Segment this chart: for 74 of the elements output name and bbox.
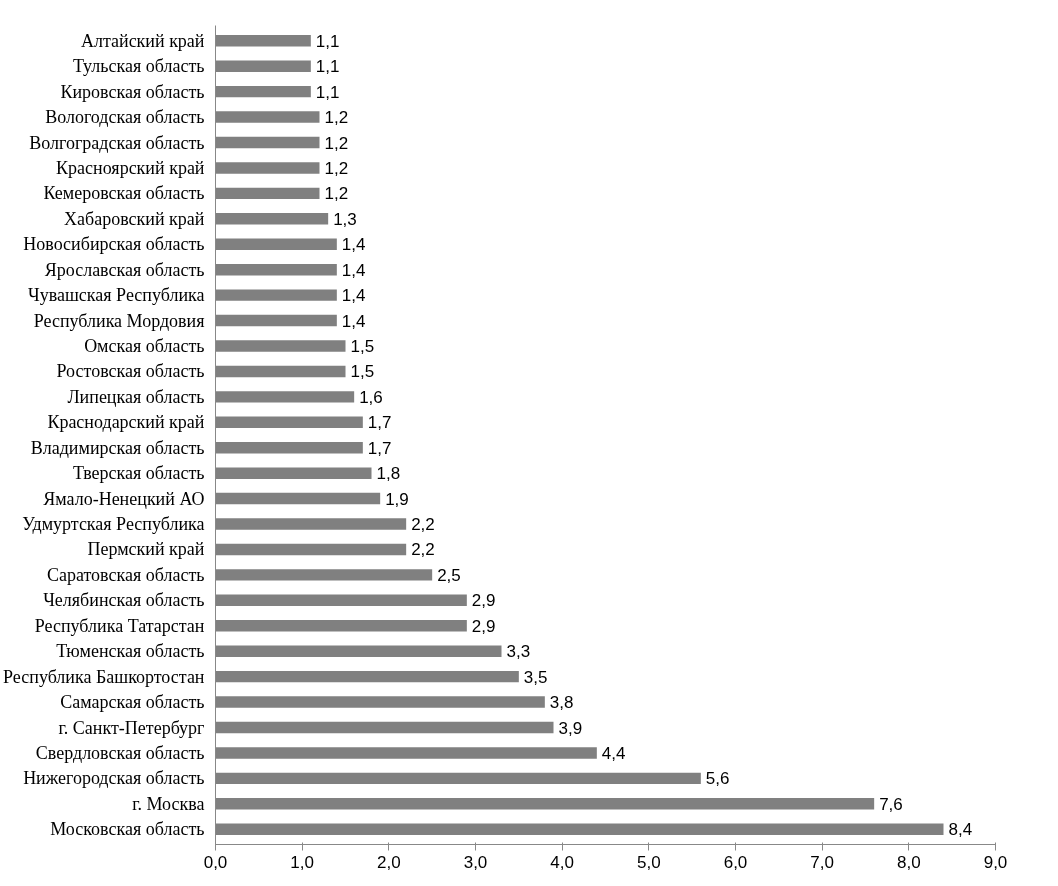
y-tick-label: Липецкая область (67, 386, 205, 407)
data-label: 1,2 (324, 158, 349, 178)
x-tick-label: 7,0 (810, 852, 834, 872)
data-label: 1,1 (315, 82, 340, 102)
y-tick-label: Кировская область (60, 81, 205, 102)
x-tick-label: 4,0 (550, 852, 574, 872)
y-tick-label: Саратовская область (46, 564, 205, 585)
data-label: 2,9 (471, 616, 496, 636)
y-tick-label: Краснодарский край (47, 412, 205, 433)
data-label: 1,2 (324, 108, 349, 128)
x-tick-label: 1,0 (290, 852, 314, 872)
data-label: 8,4 (948, 820, 973, 840)
x-tick-label: 2,0 (377, 852, 401, 872)
y-tick-label: Тульская область (73, 56, 205, 77)
data-label: 3,9 (558, 718, 583, 738)
data-label: 1,7 (367, 413, 392, 433)
data-label: 2,9 (471, 591, 496, 611)
data-label: 1,7 (367, 438, 392, 458)
data-label: 1,4 (341, 311, 366, 331)
data-label: 1,4 (341, 260, 366, 280)
y-tick-label: Ярославская область (44, 259, 205, 280)
y-tick-label: Волгоградская область (29, 132, 205, 153)
y-tick-label: Республика Татарстан (34, 615, 205, 636)
data-label: 1,3 (333, 209, 357, 229)
data-label: 1,1 (315, 31, 340, 51)
data-label: 2,2 (411, 515, 435, 535)
x-tick-label: 6,0 (723, 852, 748, 872)
y-tick-label: Красноярский край (56, 157, 205, 178)
y-tick-label: Удмуртская Республика (22, 514, 205, 535)
data-label: 1,5 (350, 362, 375, 382)
y-tick-label: Омская область (84, 335, 205, 356)
y-tick-label: Тюменская область (56, 641, 205, 662)
data-label: 3,3 (506, 642, 531, 662)
y-tick-label: Чувашская Республика (28, 285, 205, 306)
y-tick-label: Челябинская область (43, 590, 205, 611)
data-label: 4,4 (601, 743, 626, 763)
y-tick-label: Тверская область (73, 463, 205, 484)
y-tick-label: г. Москва (132, 793, 205, 814)
data-label: 1,4 (341, 235, 366, 255)
x-tick-label: 8,0 (897, 852, 921, 872)
y-tick-label: Пермский край (87, 539, 205, 560)
y-tick-label: Ростовская область (56, 361, 205, 382)
data-label: 1,2 (324, 133, 349, 153)
y-tick-label: Владимирская область (30, 437, 205, 458)
y-tick-label: Республика Башкортостан (3, 666, 205, 687)
y-tick-label: Самарская область (60, 692, 205, 713)
data-label: 2,5 (437, 565, 461, 585)
data-label: 1,5 (350, 336, 375, 356)
x-tick-label: 0,0 (203, 852, 228, 872)
data-label: 3,8 (549, 693, 574, 713)
data-label: 7,6 (879, 794, 903, 814)
y-tick-label: Вологодская область (45, 107, 205, 128)
y-tick-label: г. Санкт-Петербург (58, 717, 205, 738)
y-tick-label: Нижегородская область (23, 768, 205, 789)
x-tick-label: 5,0 (637, 852, 661, 872)
x-tick-label: 3,0 (463, 852, 488, 872)
data-label: 1,4 (341, 286, 366, 306)
data-label: 1,1 (315, 57, 340, 77)
y-tick-label: Кемеровская область (43, 183, 205, 204)
y-tick-label: Ямало-Ненецкий АО (43, 488, 205, 509)
y-tick-label: Новосибирская область (23, 234, 205, 255)
y-tick-label: Свердловская область (35, 742, 205, 763)
y-tick-label: Алтайский край (80, 30, 205, 51)
data-label: 1,8 (376, 464, 401, 484)
data-label: 5,6 (705, 769, 730, 789)
y-tick-label: Московская область (50, 819, 205, 840)
data-label: 1,9 (385, 489, 409, 509)
data-label: 2,2 (411, 540, 435, 560)
data-label: 3,5 (523, 667, 548, 687)
y-tick-label: Республика Мордовия (33, 310, 205, 331)
x-tick-label: 9,0 (983, 852, 1008, 872)
data-label: 1,6 (359, 387, 383, 407)
data-label: 1,2 (324, 184, 349, 204)
y-tick-label: Хабаровский край (64, 208, 205, 229)
